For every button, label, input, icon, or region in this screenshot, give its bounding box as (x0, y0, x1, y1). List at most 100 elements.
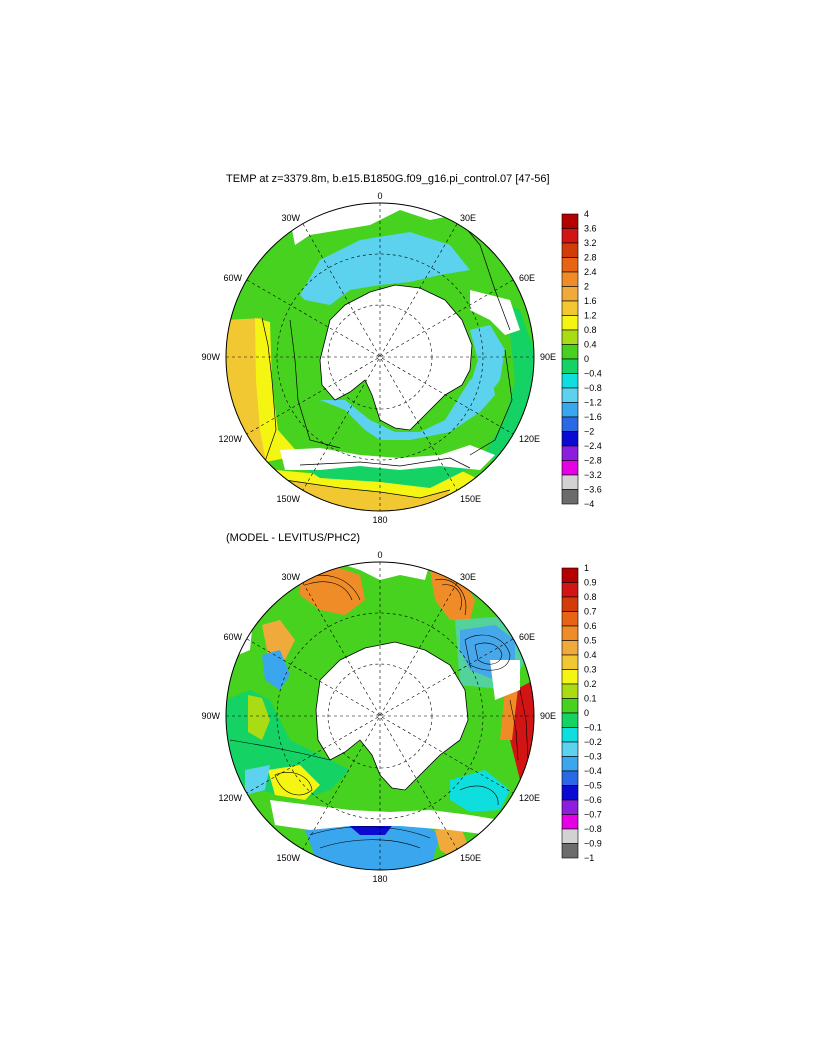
bottom-yellow-patch-west (248, 695, 270, 740)
top-lon-label-0: 0 (377, 191, 382, 201)
top-lon-label-60w: 60W (223, 273, 242, 283)
colorbar-tick-label: 3.6 (584, 224, 597, 234)
colorbar-swatch (561, 654, 579, 670)
colorbar-tick-label: 0.9 (584, 578, 597, 588)
colorbar-swatch (561, 683, 579, 699)
colorbar-tick-label: −3.2 (584, 470, 602, 480)
colorbar-swatch (561, 242, 579, 258)
colorbar-swatch (561, 828, 579, 844)
top-lon-label-90w: 90W (201, 352, 220, 362)
colorbar-tick-label: −0.8 (584, 824, 602, 834)
colorbar-tick-label: 0.7 (584, 607, 597, 617)
bottom-contour-line (459, 785, 499, 806)
colorbar-swatch (561, 315, 579, 331)
top-lon-label-30e: 30E (460, 213, 476, 223)
colorbar-tick-label: 0.8 (584, 325, 597, 335)
bottom-lon-label-30e: 30E (460, 572, 476, 582)
bottom-contour-line (319, 839, 421, 849)
top-missing-data-south (280, 445, 495, 470)
bottom-yellow-patch-120w (268, 765, 320, 800)
bottom-lon-label-90e: 90E (540, 711, 556, 721)
bottom-missing-data-north (335, 562, 430, 580)
colorbar-swatch (561, 286, 579, 302)
colorbar-tick-label: 0.2 (584, 679, 597, 689)
colorbar-swatch (561, 741, 579, 757)
colorbar-swatch (561, 785, 579, 801)
bottom-contour-line (274, 771, 313, 796)
bottom-antarctica-land (315, 641, 469, 791)
bottom-lon-label-180: 180 (372, 874, 387, 884)
bottom-missing-data-south (270, 800, 500, 835)
colorbar-swatch (561, 669, 579, 685)
top-cold-region-north (300, 232, 470, 305)
colorbar-tick-label: 3.2 (584, 238, 597, 248)
top-colorbar: 4 3.6 3.2 2.8 2.4 2 1.6 1.2 0.8 0.4 0 −0.4 −0.8 −1.2 −… (561, 209, 602, 509)
colorbar-swatch (561, 300, 579, 316)
top-longitude-labels: 0 30E 60E 90E 120E 150E 180 150W 120W 90… (201, 191, 556, 525)
colorbar-tick-label: 0.4 (584, 340, 597, 350)
top-cold-region-east (470, 325, 505, 400)
colorbar-tick-label: 0.6 (584, 621, 597, 631)
colorbar-swatch (561, 460, 579, 476)
top-contour-line (299, 457, 471, 469)
bottom-lon-label-150w: 150W (276, 853, 300, 863)
colorbar-swatch (561, 271, 579, 287)
colorbar-swatch (561, 228, 579, 244)
colorbar-swatch (561, 402, 579, 418)
bottom-map-border (225, 561, 535, 871)
colorbar-tick-label: −0.3 (584, 752, 602, 762)
top-lon-label-120w: 120W (218, 434, 242, 444)
colorbar-tick-label: −0.1 (584, 723, 602, 733)
colorbar-tick-label: −3.6 (584, 485, 602, 495)
colorbar-tick-label: 4 (584, 209, 589, 219)
colorbar-tick-label: 2 (584, 282, 589, 292)
bottom-orange-patch-60w (262, 620, 295, 660)
colorbar-swatch (561, 814, 579, 830)
top-lon-label-180: 180 (372, 515, 387, 525)
colorbar-tick-label: −0.5 (584, 781, 602, 791)
colorbar-swatch (561, 567, 579, 583)
colorbar-tick-label: 2.4 (584, 267, 597, 277)
top-lon-label-150w: 150W (276, 494, 300, 504)
colorbar-swatch (561, 756, 579, 772)
colorbar-tick-label: 1 (584, 563, 589, 573)
colorbar-swatch (561, 770, 579, 786)
colorbar-tick-label: 0 (584, 354, 589, 364)
top-cold-region-south (320, 370, 495, 440)
bottom-cyan-patch-120w (245, 765, 270, 795)
bottom-field (226, 562, 534, 870)
colorbar-swatch (561, 344, 579, 360)
colorbar-swatch (561, 329, 579, 345)
top-field (226, 203, 534, 511)
top-map-border (225, 202, 535, 512)
bottom-orange-patch-30w (300, 565, 365, 615)
bottom-colorbar: 1 0.9 0.8 0.7 0.6 0.5 0.4 0.3 0.2 0.1 0 −0.1 −0.2 −0.… (561, 563, 602, 863)
top-lon-label-30w: 30W (281, 213, 300, 223)
colorbar-swatch (561, 431, 579, 447)
colorbar-swatch (561, 416, 579, 432)
top-lon-label-90e: 90E (540, 352, 556, 362)
colorbar-swatch (561, 489, 579, 505)
colorbar-swatch (561, 843, 579, 859)
colorbar-swatch (561, 358, 579, 374)
bottom-orange-patch-90e (500, 688, 518, 740)
bottom-contour-line (309, 826, 431, 839)
top-contour-line (261, 317, 277, 471)
bottom-lon-label-30w: 30W (281, 572, 300, 582)
colorbar-tick-label: −0.4 (584, 766, 602, 776)
colorbar-tick-label: 0 (584, 708, 589, 718)
top-yellow-band-west (255, 318, 300, 462)
bottom-contour-line (509, 699, 519, 761)
bottom-contour-line (474, 642, 503, 665)
bottom-missing-data-90e (490, 660, 520, 700)
colorbar-swatch (561, 257, 579, 273)
bottom-contour-line (304, 581, 353, 601)
colorbar-tick-label: 2.8 (584, 253, 597, 263)
colorbar-swatch (561, 213, 579, 229)
bottom-panel-title: (MODEL - LEVITUS/PHC2) (226, 532, 361, 544)
bottom-blue-patch-60w (262, 650, 290, 690)
colorbar-tick-label: −0.7 (584, 810, 602, 820)
colorbar-tick-label: −1 (584, 853, 594, 863)
bottom-lon-label-60e: 60E (519, 632, 535, 642)
